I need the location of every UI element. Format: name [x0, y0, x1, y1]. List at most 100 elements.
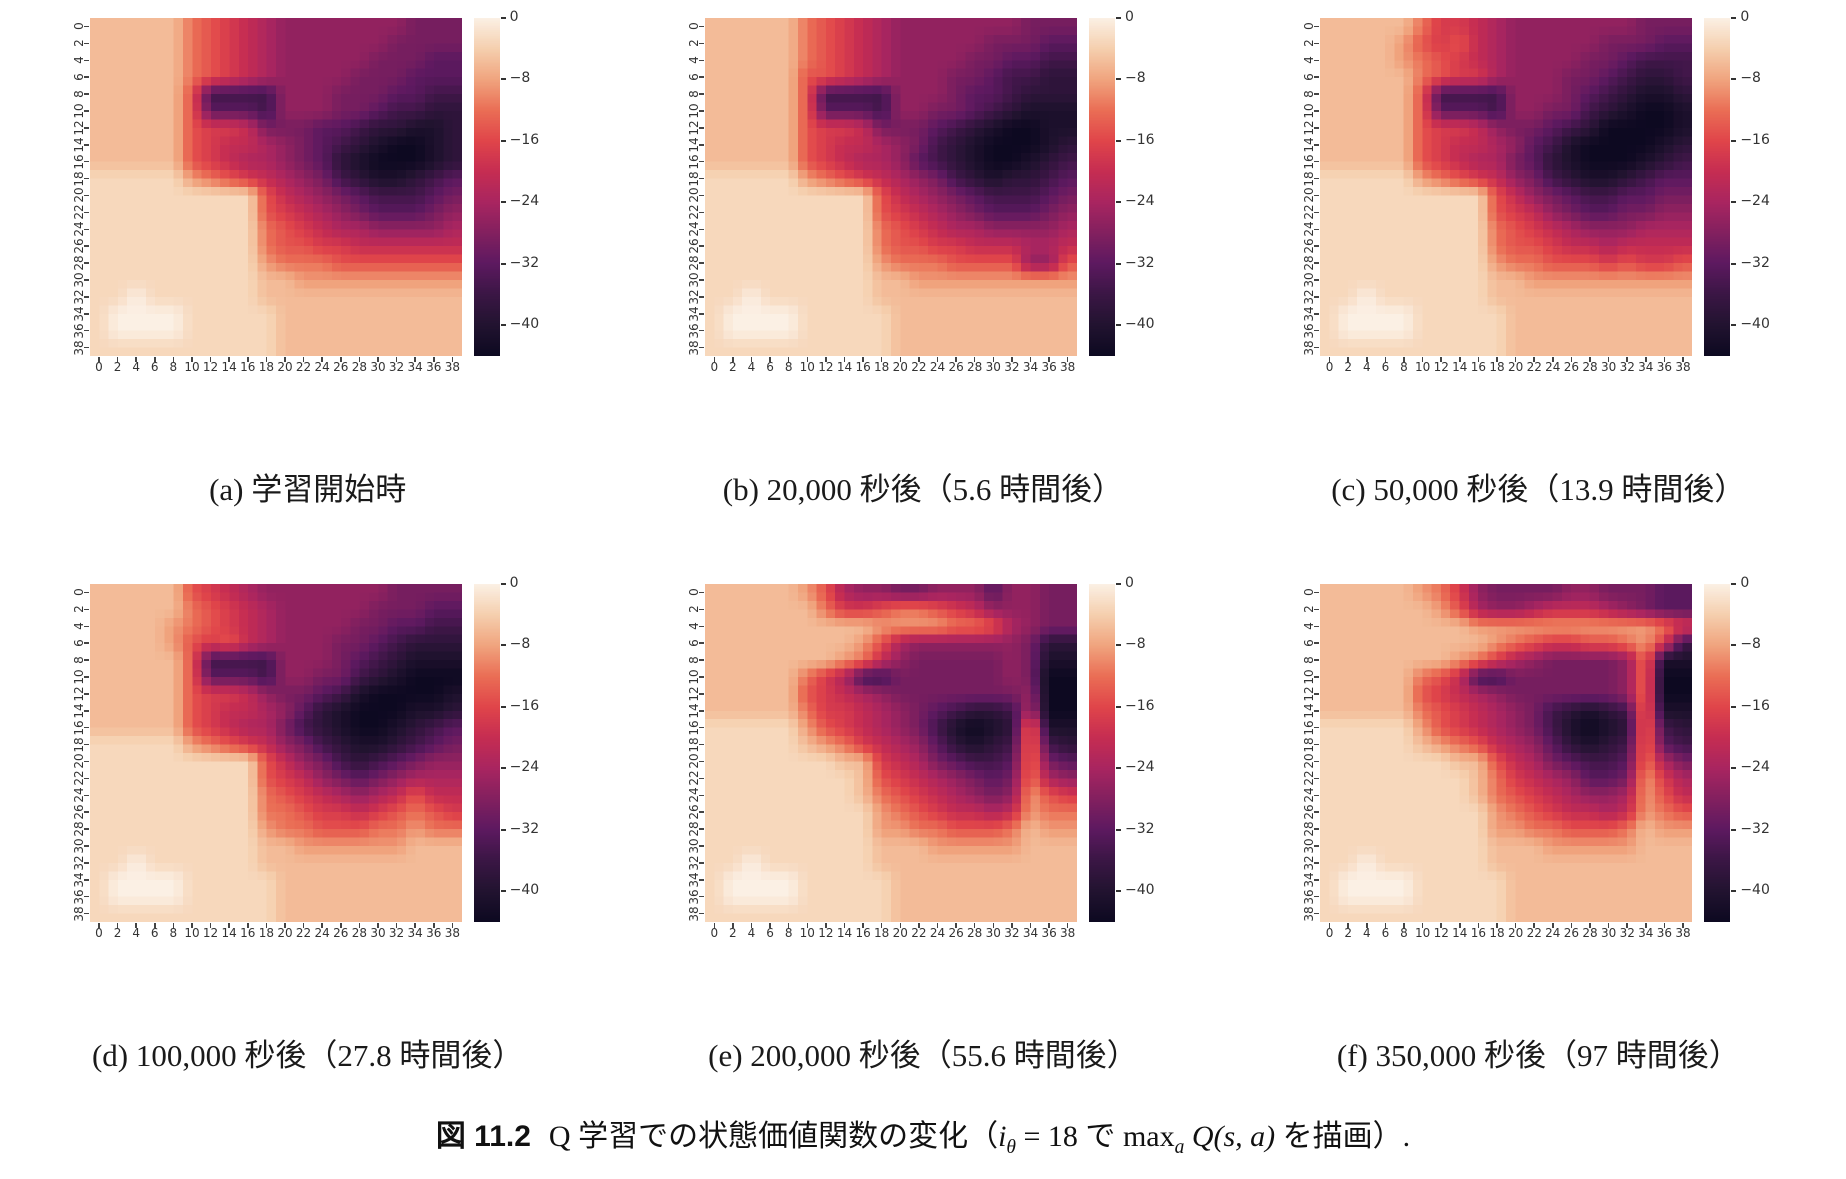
plot-row: 0 2 4 6 8 10 12 14 16 18 20 22 24 26 28 30 32 34 36 38 0 −8 −…: [1300, 9, 1776, 362]
y-tick-mark: [83, 110, 89, 112]
x-tick-label: 32: [1004, 360, 1020, 374]
y-tick-mark: [698, 279, 704, 281]
x-tick-label: 38: [1060, 360, 1076, 374]
y-tick-mark: [698, 346, 704, 349]
x-tick-label: 4: [747, 360, 756, 374]
y-tick-mark: [698, 296, 704, 298]
y-tick-mark: [698, 676, 704, 678]
figure-grid: 0 2 4 6 8 10 12 14 16 18 20 22 24 26 28 30 32 34 36 38 0 −8−…: [70, 9, 1776, 1075]
x-tick-mark: [862, 357, 864, 362]
y-tick-mark: [1314, 160, 1320, 163]
x-tick-label: 24: [314, 926, 330, 940]
x-tick-label: 18: [874, 926, 890, 940]
heatmap-canvas-b: [704, 18, 1077, 356]
x-tick-label: 38: [1675, 926, 1691, 940]
y-tick-mark: [83, 608, 89, 611]
x-tick-label: 14: [221, 360, 237, 374]
y-tick-mark: [83, 279, 89, 281]
x-tick-label: 14: [221, 926, 237, 940]
colorbar-column: 0 −8 −16 −24 −32 −40: [473, 575, 546, 922]
x-tick-label: 26: [948, 360, 964, 374]
x-tick-label: 26: [1563, 926, 1580, 940]
x-tick-mark: [936, 923, 939, 928]
y-tick-mark: [83, 591, 89, 594]
colorbar: [1088, 18, 1115, 356]
y-tick-mark: [1314, 591, 1320, 594]
y-tick-mark: [1314, 777, 1320, 780]
colorbar: [473, 584, 500, 922]
x-tick-mark: [1459, 357, 1461, 362]
colorbar-tick-mark: [500, 78, 506, 81]
figure-caption-paren: （: [968, 1120, 999, 1153]
x-tick-label: 10: [799, 360, 815, 374]
colorbar-tick-label: −16: [1740, 697, 1770, 714]
y-tick-mark: [698, 25, 704, 28]
x-tick-mark: [787, 923, 790, 928]
y-tick-mark: [83, 912, 89, 915]
x-tick-mark: [1477, 923, 1480, 928]
heatmap-canvas-e: [704, 584, 1077, 922]
colorbar-tick-label: −24: [509, 759, 540, 776]
x-tick-mark: [955, 923, 957, 928]
x-tick-label: 20: [892, 360, 908, 374]
x-tick-mark: [1496, 923, 1498, 928]
x-tick-mark: [1029, 357, 1032, 362]
x-tick-mark: [228, 923, 230, 928]
x-tick-label: 0: [95, 360, 103, 374]
x-tick-mark: [209, 357, 212, 362]
colorbar-tick-mark: [1115, 705, 1121, 708]
x-tick-mark: [98, 923, 100, 928]
y-tick-mark: [1314, 59, 1320, 61]
x-tick-mark: [769, 357, 771, 362]
colorbar-tick-label: 0: [1740, 9, 1750, 25]
x-tick-mark: [713, 923, 716, 928]
x-tick-label: 32: [1004, 926, 1020, 940]
y-tick-mark: [83, 346, 89, 349]
x-tick-mark: [98, 357, 100, 362]
x-tick-mark: [1440, 923, 1442, 928]
x-tick-label: 36: [1041, 360, 1057, 374]
colorbar-tick-mark: [1731, 644, 1737, 647]
x-tick-label: 28: [967, 360, 983, 374]
x-tick-label: 2: [1344, 926, 1353, 940]
x-tick-mark: [1048, 923, 1050, 928]
y-tick-mark: [698, 760, 704, 763]
x-tick-mark: [1589, 923, 1591, 928]
x-tick-mark: [247, 357, 249, 362]
y-tick-mark: [1314, 110, 1320, 112]
x-tick-label: 20: [1507, 926, 1524, 940]
x-tick-mark: [116, 923, 119, 928]
x-tick-label: 4: [1362, 926, 1371, 940]
x-tick-mark: [1477, 357, 1480, 362]
colorbar-tick-mark: [1731, 78, 1737, 81]
x-tick-mark: [1645, 357, 1647, 362]
colorbar: [1704, 584, 1731, 922]
x-tick-label: 18: [1489, 360, 1505, 374]
x-tick-mark: [992, 923, 995, 928]
heatmap-frame: [1314, 584, 1693, 928]
x-tick-mark: [880, 923, 883, 928]
x-tick-mark: [1682, 923, 1684, 928]
x-tick-mark: [340, 357, 342, 362]
heatmap-panel-d: 0 2 4 6 8 10 12 14 16 18 20 22 24 26 28 30 32 34 36 38 0 −8−…: [70, 575, 546, 1075]
y-tick-mark: [83, 625, 89, 627]
colorbar-tick-label: −40: [1124, 316, 1155, 333]
colorbar-tick-label: −16: [1740, 131, 1770, 148]
y-tick-mark: [83, 828, 89, 830]
y-tick-mark: [1314, 194, 1320, 197]
colorbar-tick-label: 0: [1124, 9, 1134, 25]
math-q-function: Q(s, a): [1184, 1120, 1283, 1153]
y-tick-mark: [83, 262, 89, 264]
heatmap-frame: [698, 18, 1077, 362]
colorbar-tick-mark: [1115, 828, 1121, 831]
colorbar-tick-label: −8: [509, 70, 531, 87]
y-tick-mark: [83, 726, 89, 729]
colorbar: [473, 18, 500, 356]
y-tick-mark: [83, 228, 89, 230]
y-tick-mark: [698, 76, 704, 78]
x-tick-label: 26: [333, 360, 349, 374]
x-tick-mark: [1607, 923, 1610, 928]
colorbar-tick-mark: [1731, 324, 1737, 327]
colorbar-tick-label: −32: [509, 254, 540, 271]
